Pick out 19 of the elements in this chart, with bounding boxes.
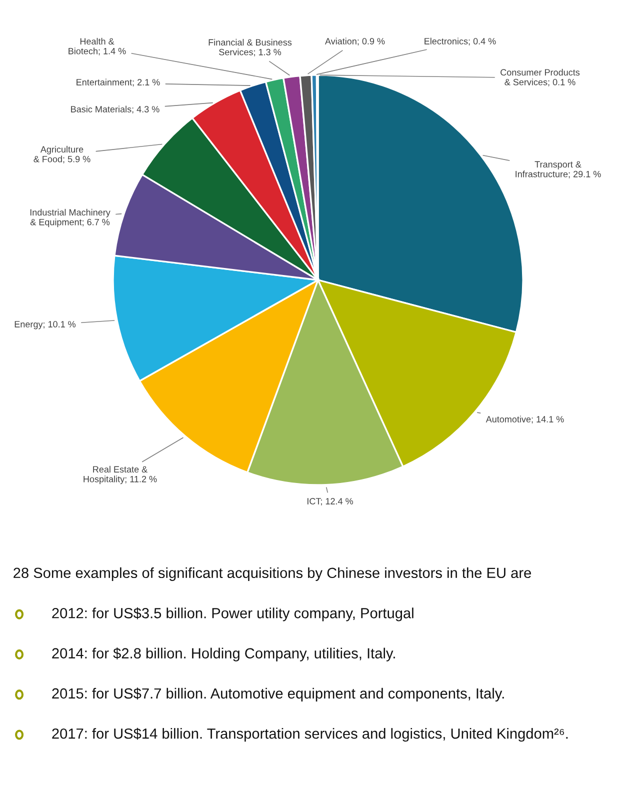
slice-label: Transport & Infrastructure; 29.1 %: [516, 161, 601, 178]
slice-label: Automotive; 14.1 %: [486, 416, 564, 424]
slice-label: Aviation; 0.9 %: [324, 38, 385, 46]
slice-label: Real Estate & Hospitality; 11.2 %: [84, 466, 157, 484]
slice-label: Basic Materials; 4.3 %: [71, 106, 160, 114]
text: 2015: for US$7.7 billion. Automotive equipment and components, Italy.: [52, 688, 504, 702]
slice-label: Industrial Machinery & Equipment; 6.7 %: [30, 208, 110, 228]
slice-label: Consumer Products & Services; 0.1 %: [500, 68, 580, 86]
text: 2017: for US$14 billion. Transportation services and logistics, United Kingdom²⁶.: [52, 728, 568, 742]
slice-label: Health & Biotech; 1.4 %: [68, 38, 126, 56]
slice-label: Electronics; 0.4 %: [424, 38, 496, 46]
slice-label: Financial & Business Services; 1.3 %: [208, 38, 292, 56]
slice-label: Energy; 10.1 %: [14, 321, 76, 330]
text: 28 Some examples of significant acquisitions by Chinese investors in the EU are: [14, 567, 531, 581]
text: 2012: for US$3.5 billion. Power utility company, Portugal: [52, 607, 414, 622]
slice-label: ICT; 12.4 %: [308, 498, 354, 506]
slice-label: Entertainment; 2.1 %: [76, 78, 160, 86]
text: 2014: for $2.8 billion. Holding Company, utilities, Italy.: [52, 648, 395, 662]
slice-label: Agriculture & Food; 5.9 %: [34, 146, 90, 164]
